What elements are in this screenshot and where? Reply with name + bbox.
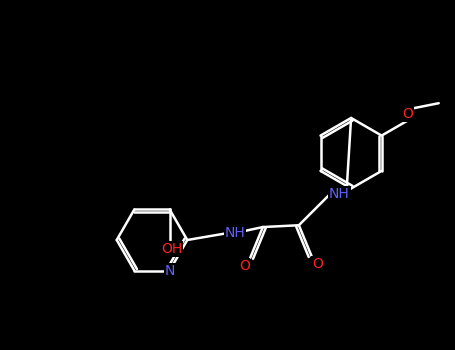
Text: N: N (164, 264, 175, 278)
Text: O: O (312, 257, 323, 271)
Text: O: O (403, 107, 414, 121)
Text: NH: NH (329, 187, 350, 201)
Text: O: O (239, 259, 250, 273)
Text: NH: NH (225, 225, 245, 239)
Text: OH: OH (161, 242, 182, 256)
